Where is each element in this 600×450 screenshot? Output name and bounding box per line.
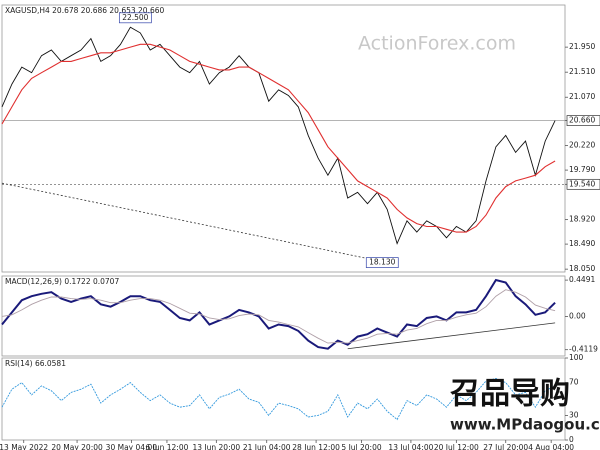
y-tick-label: 19.540 bbox=[569, 179, 595, 188]
panel-title: RSI(14) 66.0581 bbox=[5, 359, 66, 368]
annotation-box bbox=[365, 257, 399, 268]
y-tick-label: 20.220 bbox=[569, 141, 595, 150]
y-tick-label: 18.490 bbox=[569, 239, 595, 248]
level-box bbox=[566, 178, 600, 190]
x-tick-label: 27 Jul 20:00 bbox=[483, 443, 528, 450]
watermark-url: www.MPdaogou.com bbox=[450, 416, 600, 434]
y-tick-label: 21.950 bbox=[569, 42, 595, 51]
x-tick-label: 21 Jun 04:00 bbox=[243, 443, 291, 450]
panel-frame bbox=[1, 357, 566, 441]
annotation: 22.500 bbox=[122, 13, 148, 22]
y-tick-label: 21.070 bbox=[569, 92, 595, 101]
y-tick-label: 20.660 bbox=[569, 116, 595, 125]
y-tick-label: 21.510 bbox=[569, 67, 595, 76]
y-tick-label: 0.4491 bbox=[569, 275, 595, 284]
y-tick-label: 0 bbox=[569, 435, 574, 444]
y-tick-label: -0.4119 bbox=[569, 345, 598, 354]
x-tick-label: 6 Jun 12:00 bbox=[146, 443, 189, 450]
series-line bbox=[1, 43, 556, 233]
x-tick-label: 30 May 04:00 bbox=[106, 443, 158, 450]
watermark-logo: 召品导购 bbox=[449, 377, 570, 412]
panel-title: XAGUSD,H4 20.678 20.686 20.653 20.660 bbox=[5, 6, 165, 15]
trendline bbox=[347, 322, 556, 350]
watermark: ActionForex.com bbox=[358, 33, 516, 55]
x-tick-label: 20 Jul 12:00 bbox=[434, 443, 479, 450]
x-tick-label: 13 Jun 20:00 bbox=[193, 443, 241, 450]
y-tick-label: 0.00 bbox=[569, 311, 586, 320]
y-tick-label: 70 bbox=[569, 378, 579, 387]
y-tick-label: 30 bbox=[569, 410, 579, 419]
y-tick-label: 18.050 bbox=[569, 264, 595, 273]
y-tick-label: 100 bbox=[569, 353, 584, 362]
series-line bbox=[1, 378, 556, 421]
y-tick-label: 18.920 bbox=[569, 215, 595, 224]
x-tick-label: 28 Jun 12:00 bbox=[292, 443, 340, 450]
level-box bbox=[566, 115, 600, 126]
x-tick-label: 4 Aug 04:00 bbox=[528, 443, 574, 450]
y-tick-label: 19.790 bbox=[569, 165, 595, 174]
panel-frame bbox=[1, 4, 566, 273]
x-tick-label: 13 Jul 04:00 bbox=[388, 443, 433, 450]
series-line bbox=[1, 26, 556, 245]
x-tick-label: 13 May 2022 bbox=[0, 443, 48, 450]
annotation: 18.130 bbox=[369, 258, 395, 267]
series-line bbox=[1, 289, 556, 344]
trendline bbox=[1, 182, 398, 265]
x-tick-label: 5 Jul 20:00 bbox=[341, 443, 381, 450]
panel-title: MACD(12,26,9) 0.1722 0.0707 bbox=[5, 277, 119, 286]
x-tick-label: 20 May 20:00 bbox=[51, 443, 103, 450]
annotation-box bbox=[118, 12, 152, 24]
